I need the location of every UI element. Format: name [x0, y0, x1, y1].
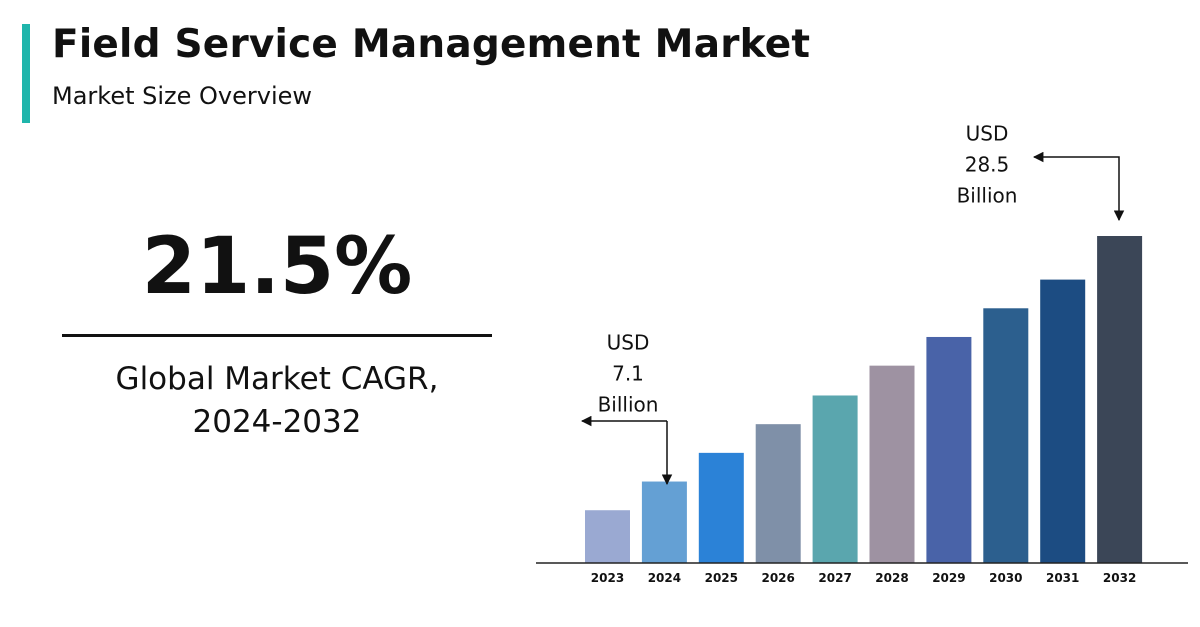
x-tick-label-2027: 2027 [818, 571, 851, 585]
bar-2030 [983, 308, 1029, 563]
annotation-2032-line1: USD [966, 122, 1009, 146]
annotation-arrow-2032 [1032, 151, 1125, 222]
annotation-2024-line1: USD [607, 331, 650, 355]
cagr-label: Global Market CAGR, 2024-2032 [62, 358, 492, 444]
x-tick-label-2025: 2025 [705, 571, 738, 585]
annotation-2032-line2: 28.5 [965, 153, 1010, 177]
x-tick-label-2029: 2029 [932, 571, 965, 585]
bar-2023 [585, 510, 630, 563]
annotation-2024-line2: 7.1 [612, 362, 644, 386]
annotation-2024-line3: Billion [598, 393, 659, 417]
bar-2025 [698, 452, 744, 563]
cagr-label-line1: Global Market CAGR, [115, 361, 439, 397]
cagr-divider [62, 334, 492, 337]
page-title: Field Service Management Market [52, 22, 811, 67]
x-tick-label-2028: 2028 [875, 571, 908, 585]
bar-2024 [641, 481, 687, 563]
x-tick-label-2026: 2026 [761, 571, 794, 585]
x-tick-label-2032: 2032 [1103, 571, 1136, 585]
x-tick-label-2023: 2023 [591, 571, 624, 585]
bar-group [585, 236, 1143, 563]
bar-2031 [1040, 279, 1086, 563]
chart-annotations: USD 7.1 Billion USD 28.5 Billion [580, 122, 1125, 486]
x-tick-label-2031: 2031 [1046, 571, 1079, 585]
bar-2026 [755, 424, 801, 563]
cagr-value: 21.5% [141, 222, 413, 312]
bar-2027 [812, 395, 858, 563]
bar-2028 [869, 365, 915, 563]
cagr-label-line2: 2024-2032 [192, 404, 362, 440]
bar-2029 [926, 336, 972, 563]
x-tick-label-2030: 2030 [989, 571, 1022, 585]
x-tick-label-2024: 2024 [648, 571, 681, 585]
title-accent-bar [22, 24, 30, 123]
x-axis-ticks: 2023 2024 2025 2026 2027 2028 2029 2030 2031 2032 [591, 571, 1137, 585]
bar-2032 [1097, 236, 1143, 563]
annotation-2032-line3: Billion [957, 184, 1018, 208]
page-subtitle: Market Size Overview [52, 82, 313, 110]
